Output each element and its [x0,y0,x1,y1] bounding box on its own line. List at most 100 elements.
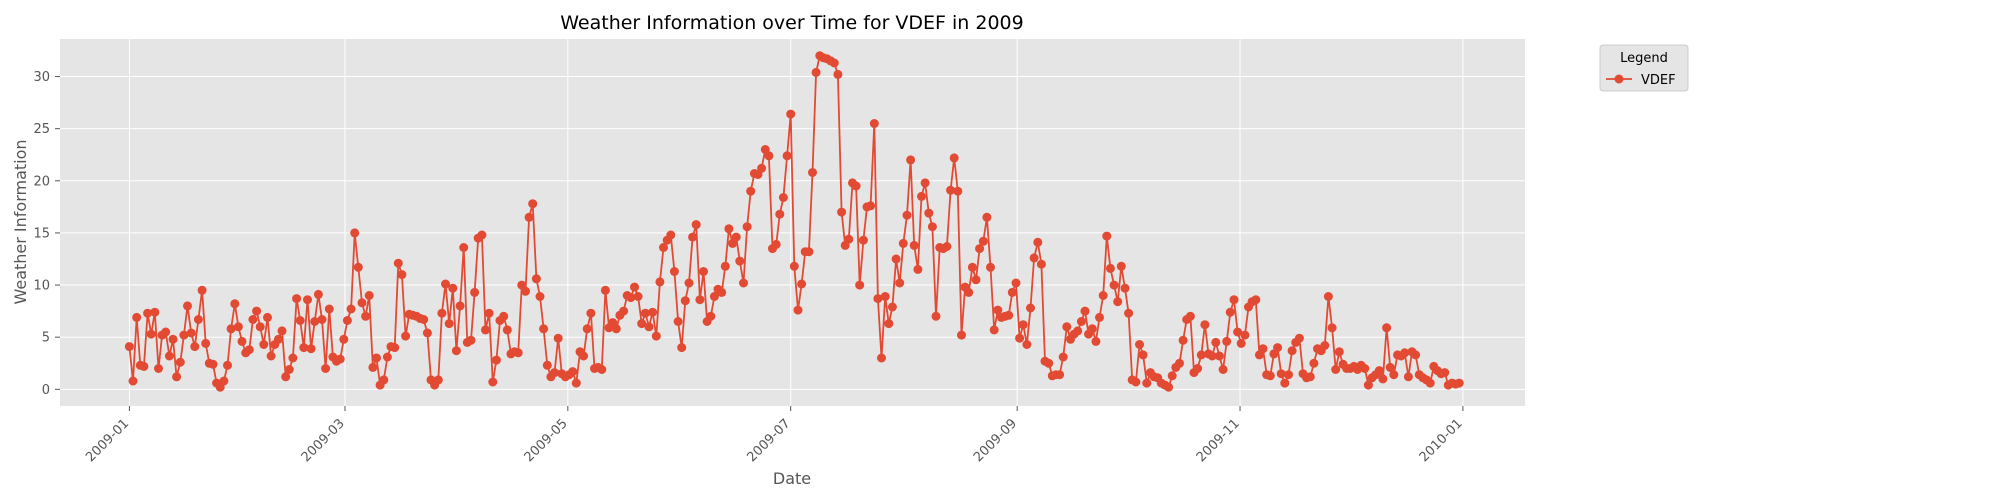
data-point [666,230,676,240]
data-point [448,283,458,293]
data-point [488,377,498,387]
data-point [208,359,218,369]
data-point [651,331,661,341]
data-point [491,355,501,365]
data-point [451,346,461,356]
data-point [313,289,323,299]
data-point [582,324,592,334]
data-point [219,376,229,386]
data-point [1102,231,1112,241]
data-point [481,325,490,335]
data-point [949,153,959,163]
data-point [837,207,847,217]
data-point [993,305,1003,315]
data-point [1440,368,1450,378]
data-point [757,163,767,173]
data-point [1305,372,1315,382]
data-point [1087,324,1097,334]
data-point [226,324,236,334]
data-point [829,58,839,68]
y-axis-label: Weather Information [11,139,30,304]
data-point [739,278,748,288]
data-point [742,222,752,232]
data-point [1236,338,1246,348]
data-point [299,343,309,353]
data-point [335,354,345,364]
data-point [284,365,294,374]
data-point [1116,261,1126,271]
data-point [731,232,741,242]
data-point [521,286,530,296]
data-point [1007,287,1017,297]
data-point [401,331,411,341]
data-point [619,306,629,316]
data-point [531,274,541,284]
data-point [735,256,745,266]
data-point [1076,317,1086,326]
grid-lines [60,39,1525,406]
data-point [1044,358,1054,368]
data-point [499,311,509,321]
data-point [317,315,327,324]
data-point [989,325,999,335]
data-point [310,317,320,326]
data-point [161,327,171,337]
data-point [172,372,182,382]
data-point [1033,237,1043,247]
y-tick-label: 20 [33,174,50,189]
data-point [833,69,843,79]
data-point [680,296,690,306]
data-point [571,378,581,388]
legend-entry-vdef: VDEF [1641,73,1676,88]
data-point [339,334,349,344]
data-point [1251,295,1261,305]
data-point [720,261,730,271]
x-tick-label: 2009-03 [299,416,348,465]
data-point [1331,365,1341,374]
data-point [190,342,200,352]
data-point [1218,365,1228,374]
data-point [637,319,647,329]
data-point [655,277,665,287]
data-point [1334,347,1344,357]
data-point [1055,370,1065,380]
data-point [237,336,247,346]
data-point [1167,371,1177,381]
data-point [946,185,956,195]
x-tick-label: 2009-11 [1194,416,1243,465]
data-point [644,322,654,332]
data-point [942,242,952,251]
data-point [1374,366,1384,376]
data-point [891,254,901,264]
data-point [709,292,719,301]
data-point [1425,378,1435,388]
data-point [877,353,886,363]
data-point [746,186,756,196]
data-point [1233,327,1243,337]
data-point [975,244,985,254]
data-point [484,308,494,318]
data-point [1403,372,1413,382]
legend: Legend VDEF [1599,44,1689,92]
data-point [786,109,796,119]
data-point [183,301,192,311]
data-point [292,294,302,304]
data-point [1382,323,1392,333]
data-point [1389,370,1399,380]
data-point [579,351,589,361]
data-point [1036,259,1046,269]
data-point [306,344,316,354]
x-tick-label: 2009-07 [744,416,793,465]
data-point [633,292,643,301]
data-point [669,267,679,276]
data-point [851,181,861,191]
data-point [513,348,523,358]
data-point [248,315,258,324]
data-point [342,316,352,325]
data-point [1284,370,1293,380]
data-point [372,353,381,363]
data-point [168,334,178,344]
x-tick-label: 2010-01 [1417,416,1466,465]
data-point [324,304,334,314]
data-point [1178,335,1188,345]
